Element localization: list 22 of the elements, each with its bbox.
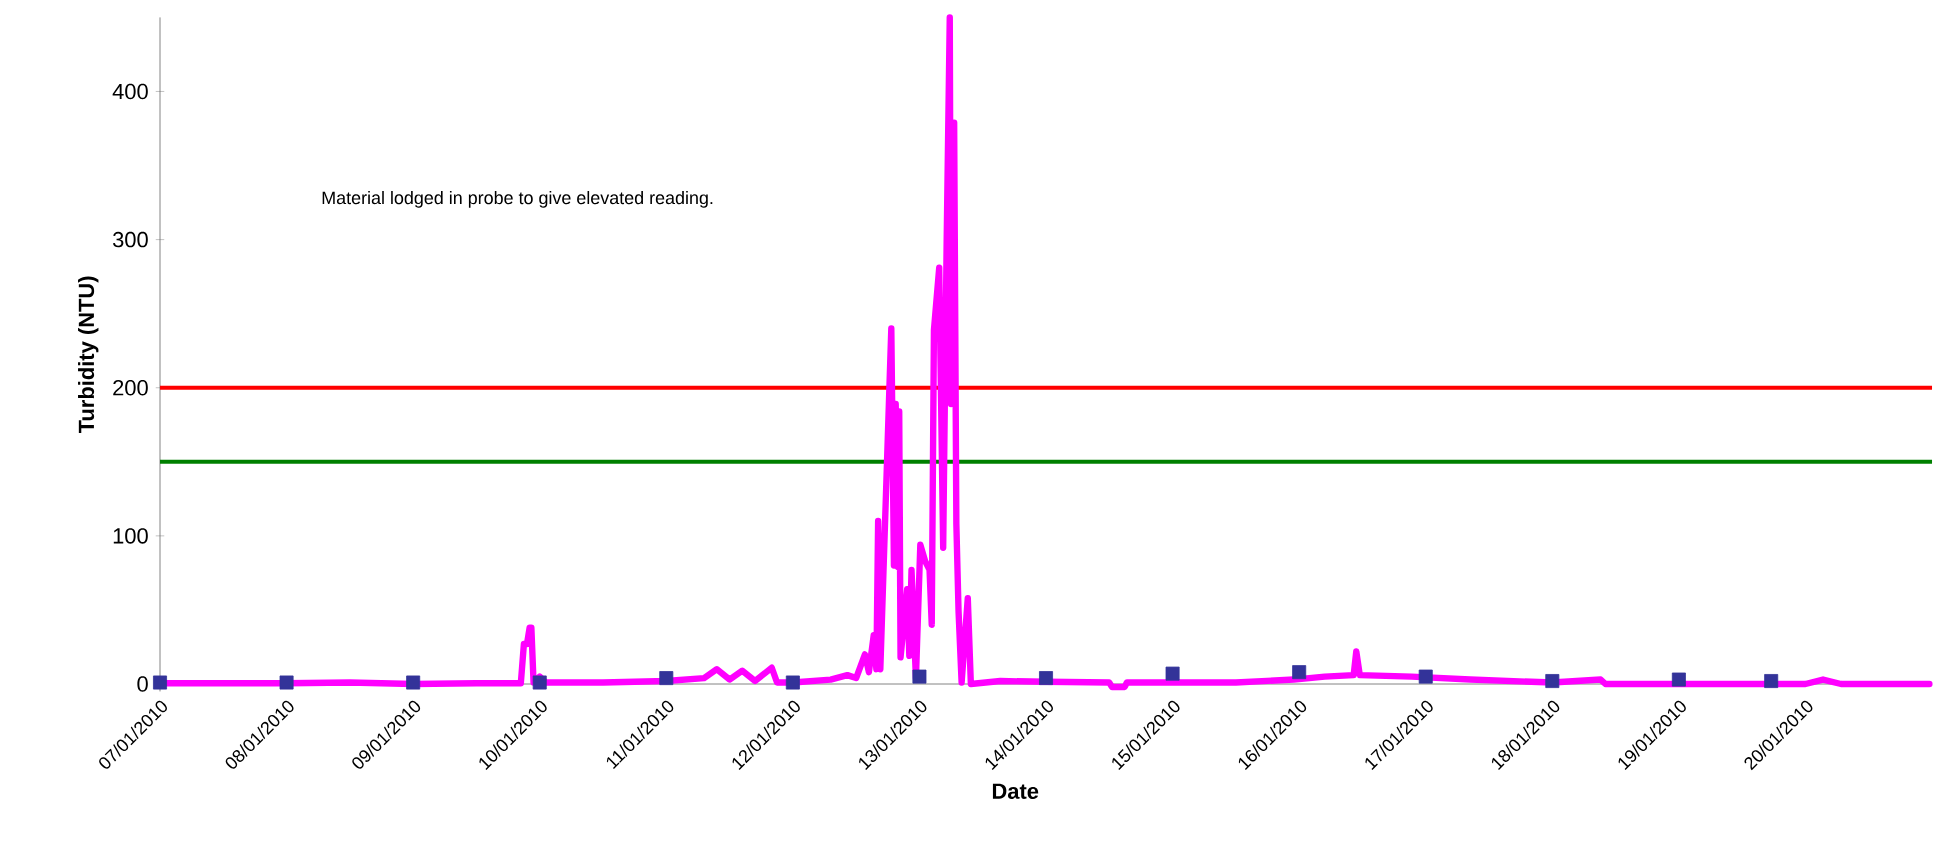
y-tick-label: 100 — [113, 528, 148, 544]
point — [153, 675, 167, 690]
y-tick-label: 400 — [112, 83, 148, 100]
y-tick-label: 300 — [112, 231, 148, 248]
y-tick-label: 200 — [113, 379, 148, 396]
annotation: Material lodged in probe to give elevated reading. — [322, 191, 713, 208]
point — [1165, 666, 1180, 681]
y-axis-title: Turbidity (NTU) — [78, 276, 99, 434]
y-tick-label: 0 — [137, 676, 148, 692]
x-axis-title: Date — [992, 783, 1039, 799]
point — [1764, 674, 1779, 689]
point — [659, 671, 674, 686]
point — [406, 675, 421, 690]
point — [532, 675, 547, 690]
point — [1292, 665, 1307, 680]
point — [1039, 671, 1053, 686]
point — [912, 669, 927, 684]
point — [1545, 674, 1560, 689]
point — [1671, 672, 1686, 687]
point — [1418, 669, 1433, 684]
point — [279, 675, 294, 690]
point — [785, 675, 800, 690]
